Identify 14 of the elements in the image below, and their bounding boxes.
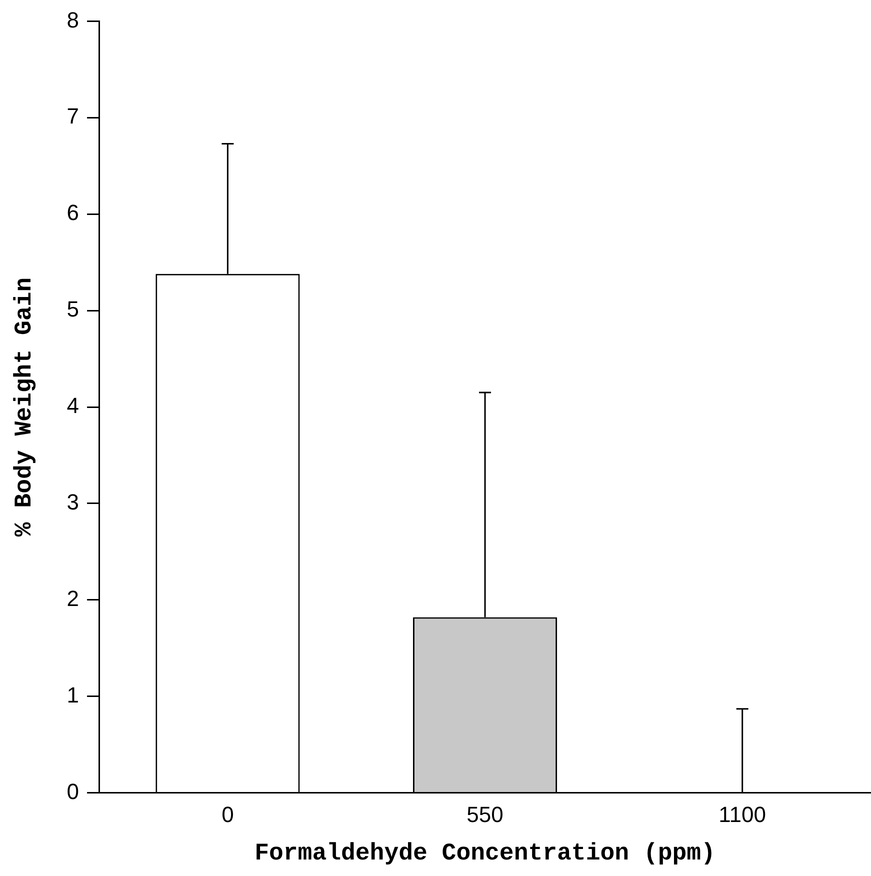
y-tick-label: 6: [66, 200, 80, 226]
y-tick-label: 1: [66, 682, 80, 708]
y-tick-label: 2: [66, 586, 80, 611]
x-axis-title: Formaldehyde Concentration (ppm): [254, 840, 716, 868]
x-tick-label: 550: [466, 802, 504, 828]
x-tick-label: 1100: [718, 802, 766, 828]
y-tick-label: 4: [66, 393, 80, 418]
y-tick-label: 5: [66, 296, 80, 322]
y-tick-label: 0: [66, 778, 80, 804]
y-tick-label: 3: [66, 490, 80, 515]
y-tick-label: 7: [66, 104, 80, 129]
x-tick-label: 0: [222, 802, 234, 828]
y-tick-label: 8: [66, 7, 80, 32]
y-axis-title: % Body Weight Gain: [11, 277, 38, 537]
